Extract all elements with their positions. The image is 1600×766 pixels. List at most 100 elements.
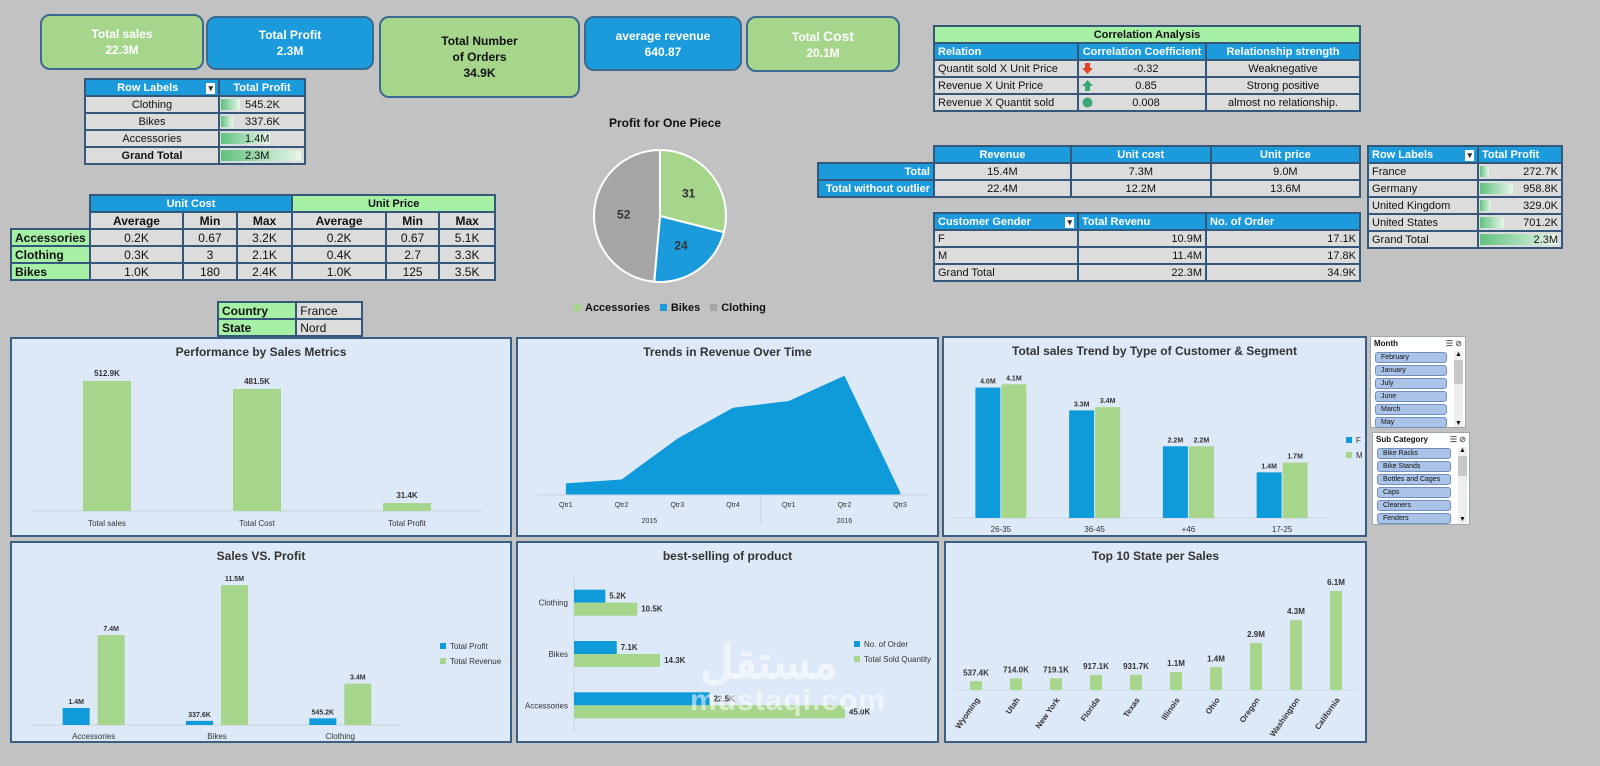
clear-filter-icon[interactable]: ☰ ⊘: [1445, 339, 1462, 348]
bar-data-label: 3.4M: [1100, 398, 1116, 405]
filter-dropdown-icon[interactable]: ▾: [1065, 216, 1074, 228]
correlation-relation: Quantit sold X Unit Price: [933, 59, 1079, 78]
bar-data-label: 337.6K: [188, 712, 211, 719]
x-tick-label: Washington: [1268, 696, 1302, 739]
bar: [1170, 672, 1182, 690]
kpi-avg-revenue-value: 640.87: [644, 44, 682, 59]
bar-data-label: 4.0M: [980, 379, 996, 386]
chart-title-best-selling: best-selling of product: [662, 549, 793, 563]
slicer-item[interactable]: Bike Stands: [1377, 461, 1451, 472]
correlation-coef: -0.32: [1133, 62, 1159, 75]
slicer-item[interactable]: July: [1375, 378, 1447, 389]
pie-chart: 31 24 52: [593, 148, 727, 283]
pivot-row-value-cell: 545.2K: [218, 95, 306, 114]
legend-label: F: [1356, 436, 1361, 445]
filter-value[interactable]: Nord: [295, 318, 363, 337]
legend-label: Total Revenue: [450, 657, 502, 666]
legend-swatch: [710, 304, 718, 311]
correlation-strength: Strong positive: [1205, 76, 1361, 95]
country-profit-table: Row Labels ▾ Total Profit France 272.7K Ger…: [1367, 145, 1563, 249]
sales-profit-chart: 1.4M 7.4M Accessories 337.6K 11.5M Bikes 545.2…: [32, 576, 502, 741]
kpi-total-cost-label: Total Cost: [792, 28, 854, 45]
data-bar: [221, 150, 301, 161]
gender-header-revenue: Total Revenu: [1077, 212, 1207, 231]
subcategory-slicer-header: Sub Category ☰ ⊘: [1373, 433, 1469, 446]
gender-row: F 10.9M 17.1K: [933, 229, 1361, 248]
bar-total-sold-quantity: [574, 654, 661, 667]
slicer-item[interactable]: Caps: [1377, 487, 1451, 498]
bar: [1050, 678, 1062, 690]
country-value-cell: 701.2K: [1477, 213, 1563, 232]
slicer-item[interactable]: Fenders: [1377, 513, 1451, 524]
outlier-row: Total without outlier 22.4M 12.2M 13.6M: [817, 179, 1362, 198]
bar-data-label: 3.4M: [350, 675, 366, 682]
x-tick-label: California: [1313, 696, 1342, 732]
pie-legend-item: Bikes: [659, 302, 700, 314]
cost-price-cell: 3.3K: [438, 245, 496, 264]
legend-swatch: [1346, 437, 1352, 443]
y-tick-label: Clothing: [539, 599, 568, 608]
x-tick-label: Texas: [1122, 696, 1142, 720]
legend-swatch: [854, 656, 860, 662]
outlier-cell: 7.3M: [1069, 162, 1212, 181]
bar-no-of-order: [574, 641, 617, 654]
kpi-total-profit: Total Profit 2.3M: [206, 16, 374, 70]
filter-dropdown-icon[interactable]: ▾: [206, 82, 215, 94]
slicer-item[interactable]: May: [1375, 417, 1447, 428]
pivot-row: Bikes 337.6K: [84, 112, 306, 131]
outlier-row-label: Total without outlier: [817, 179, 935, 198]
slicer-item[interactable]: January: [1375, 365, 1447, 376]
gender-row-label: Grand Total: [933, 263, 1079, 282]
filter-value[interactable]: France: [295, 301, 363, 320]
gender-header[interactable]: Customer Gender ▾: [933, 212, 1079, 231]
country-header[interactable]: Row Labels ▾: [1367, 145, 1479, 164]
bar-data-label: 2.9M: [1247, 630, 1265, 639]
chart-title-performance: Performance by Sales Metrics: [175, 345, 347, 359]
country-row-label: United States: [1367, 213, 1479, 232]
cost-price-cell: 0.67: [182, 228, 238, 247]
pie-data-label: 31: [682, 187, 696, 201]
subcategory-slicer-scrollbar[interactable]: ▲ ▼: [1458, 447, 1467, 523]
slicer-item[interactable]: Cleaners: [1377, 500, 1451, 511]
gender-cell: 34.9K: [1205, 263, 1361, 282]
bar-data-label: 4.3M: [1287, 607, 1305, 616]
gender-row-label: F: [933, 229, 1079, 248]
slicer-item[interactable]: February: [1375, 352, 1447, 363]
cost-price-cell: 1.0K: [88, 262, 185, 281]
cost-price-row-label: Accessories: [10, 228, 91, 247]
month-slicer-scrollbar[interactable]: ▲ ▼: [1454, 351, 1463, 427]
bar-data-label: 714.0K: [1003, 665, 1029, 674]
correlation-title: Correlation Analysis: [933, 25, 1361, 44]
slicer-item[interactable]: Bike Racks: [1377, 448, 1451, 459]
legend-label: Total Profit: [450, 642, 489, 651]
clear-filter-icon[interactable]: ☰ ⊘: [1449, 435, 1466, 444]
country-value: 2.3M: [1533, 233, 1558, 246]
pie-legend-label: Clothing: [721, 302, 766, 314]
data-bar: [1480, 200, 1491, 211]
subcategory-slicer-title: Sub Category: [1376, 435, 1429, 444]
slicer-item[interactable]: Bottles and Cages: [1377, 474, 1451, 485]
x-tick-label: Qtr3: [670, 502, 684, 509]
pie-data-label: 24: [674, 239, 688, 253]
bar-total-revenue: [221, 585, 248, 725]
filter-dropdown-icon[interactable]: ▾: [1465, 149, 1474, 161]
y-tick-label: Bikes: [548, 650, 568, 659]
x-tick-label: Qtr4: [726, 502, 740, 509]
x-tick-label: Wyoming: [954, 696, 982, 731]
correlation-coef-cell: 0.85: [1077, 76, 1207, 95]
legend-swatch: [440, 658, 446, 664]
outlier-cell: 15.4M: [933, 162, 1072, 181]
slicer-item[interactable]: June: [1375, 391, 1447, 402]
x-group-label: 2016: [837, 518, 853, 525]
bar-data-label: 917.1K: [1083, 662, 1109, 671]
correlation-strength: almost no relationship.: [1205, 93, 1361, 112]
gender-row: M 11.4M 17.8K: [933, 246, 1361, 265]
pivot-header-row-labels[interactable]: Row Labels ▾: [84, 78, 220, 97]
bar: [1130, 674, 1142, 690]
x-tick-label: 17-25: [1272, 525, 1293, 534]
outlier-header-unit-price: Unit price: [1209, 145, 1362, 164]
correlation-coef-cell: 0.008: [1077, 93, 1207, 112]
bar-data-label: 45.0K: [849, 707, 871, 716]
slicer-item[interactable]: March: [1375, 404, 1447, 415]
cost-price-row: Clothing 0.3K 3 2.1K 0.4K 2.7 3.3K: [10, 245, 496, 264]
